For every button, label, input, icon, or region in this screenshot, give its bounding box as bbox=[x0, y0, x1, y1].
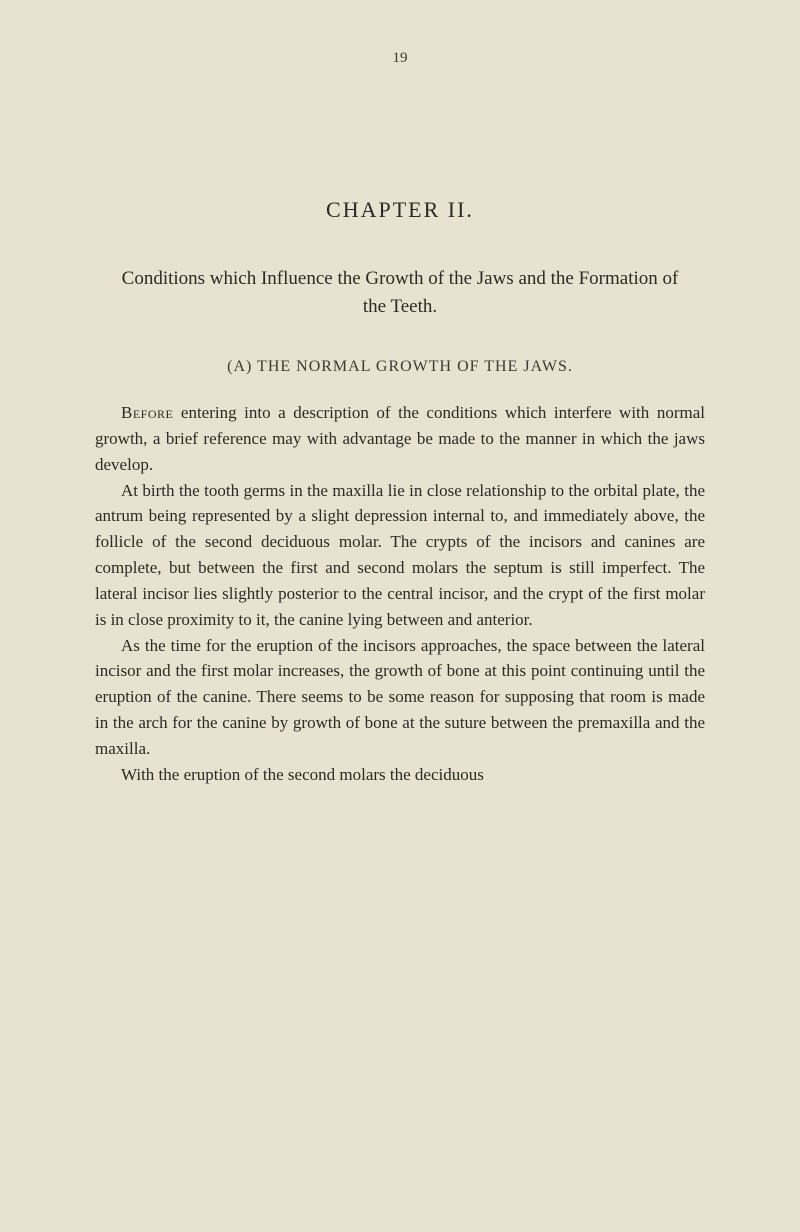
paragraph-lead: Before bbox=[121, 403, 173, 422]
body-text: Before entering into a description of th… bbox=[95, 400, 705, 787]
page-number: 19 bbox=[95, 50, 705, 67]
paragraph-rest: entering into a description of the condi… bbox=[95, 403, 705, 474]
paragraph-4: With the eruption of the second molars t… bbox=[95, 762, 705, 788]
paragraph-3: As the time for the eruption of the inci… bbox=[95, 633, 705, 762]
paragraph-1: Before entering into a description of th… bbox=[95, 400, 705, 477]
chapter-title: CHAPTER II. bbox=[95, 197, 705, 223]
subsection-title: (A) THE NORMAL GROWTH OF THE JAWS. bbox=[95, 358, 705, 376]
paragraph-2: At birth the tooth germs in the maxilla … bbox=[95, 478, 705, 633]
section-title: Conditions which Influence the Growth of… bbox=[95, 265, 705, 320]
